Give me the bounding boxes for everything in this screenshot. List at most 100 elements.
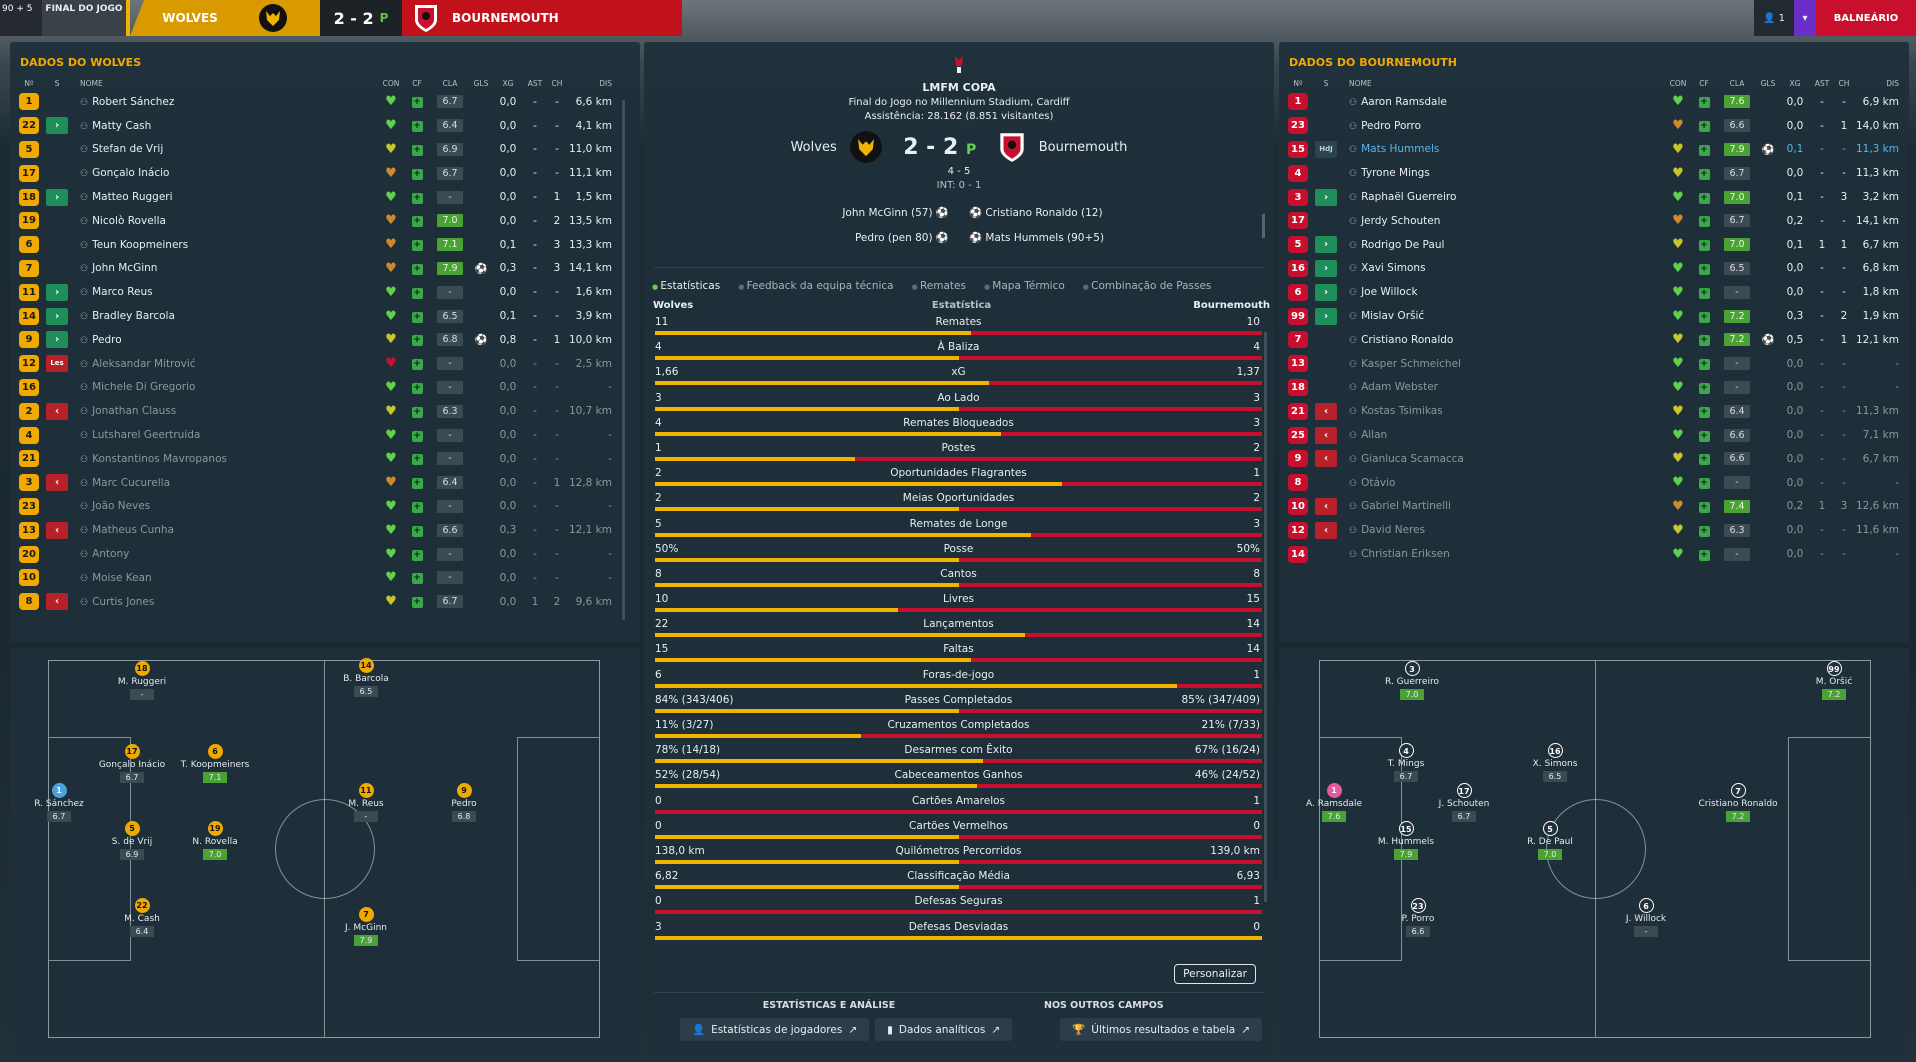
pitch-player[interactable]: 7 Cristiano Ronaldo 7.2 [1698, 783, 1778, 822]
player-name[interactable]: ⚇ Matty Cash [74, 120, 378, 132]
scorers-scrollbar[interactable] [1262, 214, 1265, 238]
player-name[interactable]: ⚇ Christian Eriksen [1343, 548, 1665, 560]
col-cf[interactable]: CF [412, 78, 422, 88]
player-name[interactable]: ⚇ Konstantinos Mavropanos [74, 453, 378, 465]
player-name[interactable]: ⚇ Aaron Ramsdale [1343, 96, 1665, 108]
player-row[interactable]: 18 › ⚇ Matteo Ruggeri ♥ + - 0,0 - 1 1,5 km [18, 185, 618, 209]
player-name[interactable]: ⚇ Pedro [74, 334, 378, 346]
player-row[interactable]: 11 › ⚇ Marco Reus ♥ + - 0,0 - - 1,6 km [18, 280, 618, 304]
player-row[interactable]: 9 › ⚇ Pedro ♥ +6.8 ⚽ 0,8 - 1 10,0 km [18, 328, 618, 352]
player-row[interactable]: 16 › ⚇ Xavi Simons ♥ +6.5 0,0 - - 6,8 km [1287, 257, 1905, 281]
col-s[interactable]: S [1323, 78, 1329, 88]
col-con[interactable]: CON [1669, 78, 1687, 88]
player-row[interactable]: 21 ‹ ⚇ Kostas Tsimikas ♥ +6.4 0,0- -11,3 km [1287, 399, 1905, 423]
player-name[interactable]: ⚇ Bradley Barcola [74, 310, 378, 322]
player-name[interactable]: ⚇ Pedro Porro [1343, 120, 1665, 132]
player-name[interactable]: ⚇ Nicolò Rovella [74, 215, 378, 227]
pitch-player[interactable]: 6 J. Willock - [1606, 898, 1686, 937]
personalizar-button[interactable]: Personalizar [1174, 964, 1256, 984]
col-con[interactable]: CON [382, 78, 400, 88]
away-scorer[interactable]: ⚽ Cristiano Ronaldo (12) [969, 201, 1259, 226]
player-row[interactable]: 17 ⚇ Gonçalo Inácio ♥ +6.7 0,0- -11,1 km [18, 161, 618, 185]
pitch-player[interactable]: 17 Gonçalo Inácio 6.7 [92, 744, 172, 783]
player-name[interactable]: ⚇ Moise Kean [74, 572, 378, 584]
tab-combinacao-passes[interactable]: Combinação de Passes [1083, 280, 1211, 292]
pitch-player[interactable]: 11 M. Reus - [326, 783, 406, 822]
home-scorer[interactable]: John McGinn (57) ⚽ [659, 201, 949, 226]
home-team-title[interactable]: Wolves [790, 139, 837, 155]
player-name[interactable]: ⚇ Cristiano Ronaldo [1343, 334, 1665, 346]
player-row[interactable]: 14 ⚇ Christian Eriksen ♥ + - 0,0 - - - [1287, 542, 1905, 566]
player-row[interactable]: 7 ⚇ Cristiano Ronaldo ♥ +7.2 ⚽ 0,5 - 1 12,1 km [1287, 328, 1905, 352]
player-name[interactable]: ⚇ Antony [74, 548, 378, 560]
pitch-player[interactable]: 22 M. Cash 6.4 [102, 898, 182, 937]
player-name[interactable]: ⚇ Joe Willock [1343, 286, 1665, 298]
tab-feedback[interactable]: Feedback da equipa técnica [738, 280, 894, 292]
player-row[interactable]: 2 ‹ ⚇ Jonathan Clauss ♥ +6.3 0,0- -10,7 km [18, 399, 618, 423]
pitch-player[interactable]: 16 X. Simons 6.5 [1515, 743, 1595, 782]
home-list-scrollbar[interactable] [622, 100, 625, 620]
player-row[interactable]: 20 ⚇ Antony ♥ + - 0,0 - - - [18, 542, 618, 566]
player-row[interactable]: 6 › ⚇ Joe Willock ♥ + - 0,0 - - 1,8 km [1287, 280, 1905, 304]
col-name[interactable]: NOME [80, 78, 103, 88]
away-scorer[interactable]: ⚽ Mats Hummels (90+5) [969, 226, 1259, 251]
player-name[interactable]: ⚇ Jerdy Schouten [1343, 215, 1665, 227]
player-name[interactable]: ⚇ Otávio [1343, 477, 1665, 489]
player-row[interactable]: 9 ‹ ⚇ Gianluca Scamacca ♥ +6.6 0,0 - - 6,7 km [1287, 447, 1905, 471]
player-name[interactable]: ⚇ Michele Di Gregorio [74, 381, 378, 393]
player-name[interactable]: ⚇ Mislav Oršić [1343, 310, 1665, 322]
player-row[interactable]: 4 ⚇ Tyrone Mings ♥ +6.7 0,0- -11,3 km [1287, 161, 1905, 185]
people-count[interactable]: 👤 1 [1754, 0, 1794, 36]
player-stats-button[interactable]: 👤 Estatísticas de jogadores ↗ [680, 1018, 870, 1041]
tab-remates[interactable]: Remates [912, 280, 966, 292]
player-name[interactable]: ⚇ Matheus Cunha [74, 524, 378, 536]
player-name[interactable]: ⚇ Kostas Tsimikas [1343, 405, 1665, 417]
player-name[interactable]: ⚇ João Neves [74, 500, 378, 512]
col-xg[interactable]: XG [1789, 78, 1801, 88]
player-row[interactable]: 10 ‹ ⚇ Gabriel Martinelli ♥ +7.4 0,2 1 3 12,6 km [1287, 495, 1905, 519]
col-name[interactable]: NOME [1349, 78, 1372, 88]
pitch-player[interactable]: 3 R. Guerreiro 7.0 [1372, 661, 1452, 700]
player-name[interactable]: ⚇ Robert Sánchez [74, 96, 378, 108]
player-row[interactable]: 3 › ⚇ Raphaël Guerreiro ♥ +7.0 0,1 - 3 3,2 km [1287, 185, 1905, 209]
player-name[interactable]: ⚇ Marco Reus [74, 286, 378, 298]
player-row[interactable]: 21 ⚇ Konstantinos Mavropanos ♥ + - 0,0 - - - [18, 447, 618, 471]
pitch-player[interactable]: 6 T. Koopmeiners 7.1 [175, 744, 255, 783]
col-ch[interactable]: CH [1838, 78, 1850, 88]
player-row[interactable]: 8 ‹ ⚇ Curtis Jones ♥ +6.7 0,0 1 2 9,6 km [18, 590, 618, 614]
player-row[interactable]: 8 ⚇ Otávio ♥ + - 0,0 - - - [1287, 471, 1905, 495]
col-num[interactable]: Nº [1293, 78, 1303, 88]
player-row[interactable]: 3 ‹ ⚇ Marc Cucurella ♥ +6.4 0,0 - 1 12,8 km [18, 471, 618, 495]
player-row[interactable]: 5 › ⚇ Rodrigo De Paul ♥ +7.0 0,1 1 1 6,7 km [1287, 233, 1905, 257]
col-ast[interactable]: AST [1814, 78, 1830, 88]
pitch-player[interactable]: 1 R. Sánchez 6.7 [19, 783, 99, 822]
col-dis[interactable]: DIS [1886, 78, 1899, 88]
player-row[interactable]: 19 ⚇ Nicolò Rovella ♥ +7.0 0,0 - 2 13,5 km [18, 209, 618, 233]
player-row[interactable]: 12 ‹ ⚇ David Neres ♥ +6.3 0,0- -11,6 km [1287, 518, 1905, 542]
player-row[interactable]: 10 ⚇ Moise Kean ♥ + - 0,0 - - - [18, 566, 618, 590]
player-row[interactable]: 13 ‹ ⚇ Matheus Cunha ♥ +6.6 0,3- -12,1 km [18, 518, 618, 542]
player-name[interactable]: ⚇ Stefan de Vrij [74, 143, 378, 155]
away-team-title[interactable]: Bournemouth [1038, 139, 1128, 155]
player-row[interactable]: 99 › ⚇ Mislav Oršić ♥ +7.2 0,3 - 2 1,9 km [1287, 304, 1905, 328]
col-s[interactable]: S [54, 78, 60, 88]
pitch-player[interactable]: 14 B. Barcola 6.5 [326, 658, 406, 697]
col-gls[interactable]: GLS [1760, 78, 1776, 88]
player-row[interactable]: 12 Les ⚇ Aleksandar Mitrović ♥ + - 0,0 - - 2,5 km [18, 352, 618, 376]
pitch-player[interactable]: 15 M. Hummels 7.9 [1366, 821, 1446, 860]
player-name[interactable]: ⚇ Allan [1343, 429, 1665, 441]
pitch-player[interactable]: 5 R. De Paul 7.0 [1510, 821, 1590, 860]
balneario-button[interactable]: BALNEÁRIO [1816, 0, 1916, 36]
player-row[interactable]: 23 ⚇ Pedro Porro ♥ +6.6 0,0 - 1 14,0 km [1287, 114, 1905, 138]
player-name[interactable]: ⚇ Gianluca Scamacca [1343, 453, 1665, 465]
player-row[interactable]: 17 ⚇ Jerdy Schouten ♥ +6.7 0,2- -14,1 km [1287, 209, 1905, 233]
player-name[interactable]: ⚇ Xavi Simons [1343, 262, 1665, 274]
tab-estatisticas[interactable]: Estatísticas [652, 280, 720, 292]
dropdown-chevron-icon[interactable]: ▾ [1794, 0, 1816, 36]
player-name[interactable]: ⚇ Kasper Schmeichel [1343, 358, 1665, 370]
player-row[interactable]: 18 ⚇ Adam Webster ♥ + - 0,0 - - - [1287, 376, 1905, 400]
player-row[interactable]: 1 ⚇ Aaron Ramsdale ♥ +7.6 0,0 - - 6,9 km [1287, 90, 1905, 114]
col-cla[interactable]: CLA [442, 78, 458, 88]
col-cf[interactable]: CF [1699, 78, 1709, 88]
pitch-player[interactable]: 9 Pedro 6.8 [424, 783, 504, 822]
